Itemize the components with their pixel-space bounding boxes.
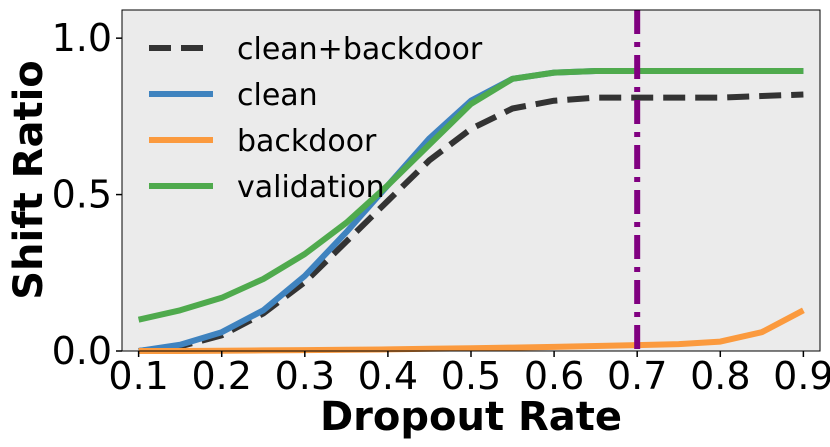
x-tick-label: 0.6 [524,354,584,398]
y-tick-label: 0.0 [52,329,112,373]
x-tick-label: 0.9 [773,354,830,398]
y-axis-ticks: 0.0 0.5 1.0 [52,16,122,373]
legend-label: backdoor [237,124,377,159]
y-tick-label: 1.0 [52,16,112,60]
legend: clean+backdoor clean backdoor validation [149,32,483,205]
y-tick-label: 0.5 [52,173,112,217]
legend-label: clean+backdoor [237,32,483,67]
plot-background [122,10,820,351]
series-line-validation [137,68,804,323]
x-tick-label: 0.2 [191,354,251,398]
x-tick-label: 0.4 [358,354,418,398]
legend-label: clean [237,78,318,113]
x-axis-ticks: 0.1 0.2 0.3 0.4 0.5 0.6 0.7 0.8 0.9 [108,351,830,398]
x-axis-label: Dropout Rate [320,394,622,440]
x-tick-label: 0.7 [607,354,667,398]
x-tick-label: 0.3 [275,354,335,398]
x-tick-label: 0.5 [441,354,501,398]
legend-label: validation [237,170,385,205]
y-axis-label: Shift Ratio [6,60,52,300]
x-tick-label: 0.8 [690,354,750,398]
x-tick-label: 0.1 [108,354,168,398]
